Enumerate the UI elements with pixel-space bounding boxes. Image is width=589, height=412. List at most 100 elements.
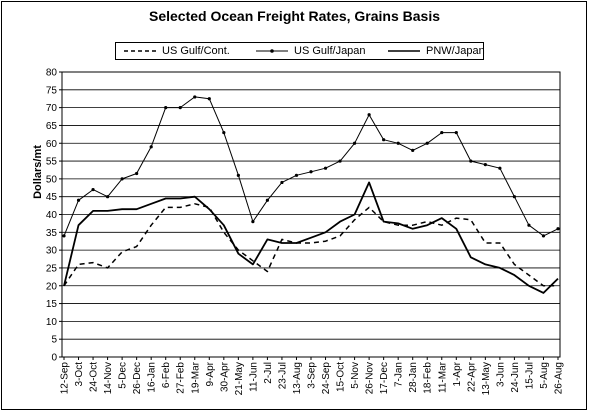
data-point (367, 113, 371, 117)
legend: US Gulf/Cont. US Gulf/Japan PNW/Japan (115, 42, 485, 60)
y-tick-label: 70 (46, 103, 58, 114)
data-point (280, 180, 284, 185)
x-tick-label: 24-Oct (89, 362, 100, 392)
data-point (469, 159, 473, 163)
y-tick-label: 5 (51, 335, 57, 346)
y-tick-label: 40 (46, 210, 58, 221)
x-tick-label: 30-Apr (219, 361, 230, 392)
x-tick-label: 7-Jan (394, 362, 405, 387)
series-line-us-gulf-japan (63, 96, 559, 237)
y-tick-label: 55 (46, 157, 58, 168)
data-point (62, 234, 66, 238)
x-tick-label: 26-Nov (365, 362, 376, 394)
x-tick-label: 5-Dec (118, 362, 129, 389)
data-point (338, 159, 342, 163)
y-tick-label: 50 (46, 174, 58, 185)
x-tick-label: 3-Sep (307, 362, 318, 389)
data-point (454, 130, 458, 135)
axes (59, 71, 561, 360)
x-tick-label: 5-Aug (539, 362, 550, 389)
legend-label: US Gulf/Cont. (162, 45, 230, 57)
data-point (352, 141, 357, 145)
data-point (76, 198, 81, 202)
y-tick-labels: 0 5 10 15 20 25 30 35 40 45 50 55 60 65 70 75 80 (46, 68, 58, 364)
data-point (207, 97, 211, 101)
series-line-us-gulf-cont (63, 203, 558, 287)
data-point (483, 163, 487, 167)
x-tick-label: 21-May (234, 362, 245, 395)
x-tick-label: 9-Apr (205, 361, 216, 386)
x-tick-label: 17-Dec (379, 362, 390, 394)
data-point (541, 234, 546, 238)
data-point (440, 130, 444, 135)
x-tick-label: 13-Aug (292, 362, 303, 394)
x-tick-label: 22-Apr (466, 361, 477, 392)
series-line-pnw-japan (63, 181, 559, 294)
x-tick-label: 6-Feb (161, 362, 172, 389)
data-point (294, 173, 299, 177)
gridlines (62, 89, 560, 340)
data-point (135, 171, 139, 176)
data-point (309, 170, 313, 174)
x-tick-label: 27-Feb (176, 362, 187, 394)
y-tick-label: 75 (46, 85, 58, 96)
data-point (236, 173, 240, 177)
x-tick-label: 14-Nov (103, 362, 114, 394)
x-tick-label: 24-Jun (510, 362, 521, 393)
data-point (382, 138, 386, 142)
data-point (149, 145, 153, 149)
x-tick-label: 23-Jul (277, 362, 288, 389)
data-point (498, 166, 502, 170)
data-point (91, 187, 95, 192)
y-tick-label: 80 (46, 68, 58, 79)
y-tick-label: 45 (46, 192, 58, 203)
data-point (265, 198, 270, 202)
x-tick-label: 13-May (481, 362, 492, 395)
x-tick-label: 26-Dec (132, 362, 143, 394)
x-tick-label: 5-Nov (350, 362, 361, 389)
data-point (120, 177, 124, 181)
x-tick-label: 11-Mar (437, 361, 448, 393)
legend-label: US Gulf/Japan (294, 45, 366, 57)
x-tick-label: 3-Jun (495, 362, 506, 387)
data-point (251, 220, 255, 224)
series-lines (62, 95, 560, 294)
data-point (178, 106, 182, 110)
data-point (396, 141, 400, 145)
x-tick-label: 11-Jun (248, 362, 259, 392)
x-tick-label: 3-Oct (74, 362, 85, 387)
y-tick-label: 60 (46, 139, 58, 150)
data-point (222, 130, 226, 135)
x-tick-label: 12-Sep (60, 362, 71, 395)
x-tick-label: 1-Apr (452, 361, 463, 386)
y-tick-label: 65 (46, 121, 58, 132)
legend-label: PNW/Japan (426, 45, 485, 57)
y-tick-label: 35 (46, 228, 58, 239)
data-point (425, 141, 429, 145)
chart-title: Selected Ocean Freight Rates, Grains Bas… (148, 8, 440, 24)
x-tick-label: 15-Jul (524, 362, 535, 389)
data-point (323, 166, 328, 170)
data-point (411, 148, 415, 152)
data-point (512, 195, 517, 199)
legend-swatch-solid (388, 50, 420, 52)
x-tick-label: 24-Sep (321, 362, 332, 395)
legend-swatch-marker-line (256, 49, 288, 53)
x-tick-label: 16-Jan (147, 362, 158, 393)
y-tick-label: 10 (46, 317, 58, 328)
x-tick-label: 19-Mar (190, 361, 201, 393)
x-tick-label: 2-Jul (263, 362, 274, 384)
y-tick-label: 0 (51, 353, 57, 364)
data-point (527, 223, 531, 227)
x-tick-label: 28-Jan (408, 362, 419, 393)
y-tick-label: 15 (46, 299, 58, 310)
x-tick-label: 15-Oct (336, 362, 347, 392)
data-point (193, 95, 197, 99)
data-point (164, 106, 168, 110)
data-point (105, 195, 110, 199)
x-tick-labels: 12-Sep 3-Oct 24-Oct 14-Nov 5-Dec 26-Dec 16-Jan… (60, 361, 565, 395)
y-tick-label: 30 (46, 246, 58, 257)
x-tick-label: 26-Aug (554, 362, 565, 394)
